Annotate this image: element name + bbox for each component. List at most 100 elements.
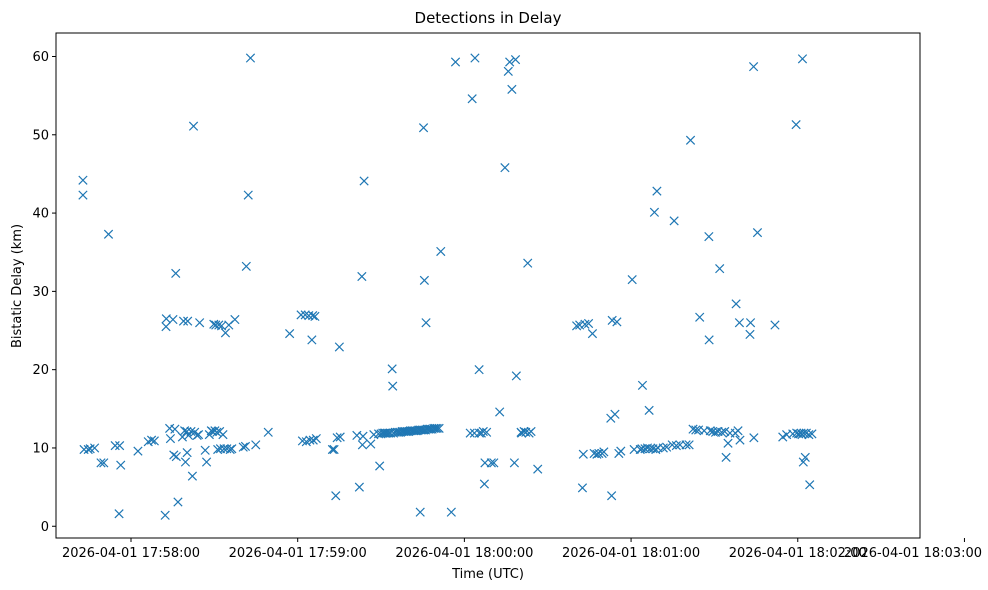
data-point-marker: [717, 427, 727, 437]
data-point-marker: [201, 457, 212, 467]
data-point-marker: [308, 311, 318, 321]
data-point-marker: [415, 507, 425, 517]
y-tick-label: 10: [32, 441, 49, 456]
data-point-marker: [731, 299, 741, 309]
data-point-marker: [329, 444, 339, 455]
data-point-marker: [807, 429, 817, 439]
data-point-marker: [114, 509, 124, 519]
data-point-marker: [509, 458, 520, 468]
data-point-marker: [171, 451, 181, 462]
y-tick-label: 60: [32, 50, 49, 65]
data-point-marker: [149, 436, 159, 446]
data-point-marker: [103, 229, 114, 239]
data-point-marker: [791, 119, 801, 130]
data-point-marker: [745, 329, 755, 340]
data-point-marker: [671, 440, 681, 451]
data-point-marker: [387, 364, 397, 374]
data-point-marker: [500, 163, 510, 173]
data-point-marker: [180, 457, 191, 467]
data-point-marker: [705, 426, 715, 436]
data-point-marker: [296, 310, 306, 320]
x-tick-label: 2026-04-01 18:03:00: [844, 546, 982, 561]
data-point-marker: [335, 432, 345, 442]
data-point-marker: [308, 435, 318, 445]
data-point-marker: [300, 310, 310, 320]
data-point-marker: [684, 440, 694, 450]
data-point-marker: [748, 62, 759, 72]
data-points: [78, 53, 817, 520]
data-point-marker: [171, 268, 181, 278]
y-tick-label: 50: [32, 128, 49, 143]
data-point-marker: [240, 441, 251, 452]
data-point-marker: [327, 444, 338, 455]
data-point-marker: [310, 311, 320, 322]
data-point-marker: [800, 452, 810, 462]
data-point-marker: [110, 440, 120, 451]
data-point-marker: [465, 428, 475, 438]
data-point-marker: [799, 428, 809, 438]
data-point-marker: [160, 510, 170, 520]
data-point-marker: [114, 440, 125, 451]
plot-area-frame: [55, 32, 921, 539]
data-point-marker: [421, 318, 431, 328]
data-point-marker: [587, 329, 598, 339]
data-point-marker: [195, 318, 205, 328]
data-point-marker: [612, 317, 622, 327]
data-point-marker: [78, 190, 88, 200]
x-tick-label: 2026-04-01 18:00:00: [395, 546, 533, 561]
data-point-marker: [418, 123, 429, 133]
data-point-marker: [770, 320, 780, 330]
data-point-marker: [478, 426, 488, 437]
data-point-marker: [146, 435, 157, 445]
data-point-marker: [165, 433, 176, 444]
data-point-marker: [610, 409, 620, 419]
data-point-marker: [735, 435, 745, 445]
data-point-marker: [432, 423, 442, 434]
data-point-marker: [241, 261, 251, 271]
data-point-marker: [723, 438, 733, 448]
data-point-marker: [669, 216, 679, 226]
data-point-marker: [170, 424, 180, 434]
data-point-marker: [507, 84, 517, 94]
data-point-marker: [713, 426, 723, 437]
y-tick-label: 0: [41, 520, 49, 535]
data-point-marker: [479, 479, 490, 489]
data-point-marker: [200, 445, 210, 455]
data-point-marker: [173, 497, 183, 507]
data-point-marker: [616, 446, 626, 456]
data-point-marker: [533, 464, 543, 474]
data-point-marker: [571, 321, 582, 331]
data-point-marker: [169, 450, 179, 460]
data-point-marker: [583, 318, 594, 329]
data-point-marker: [357, 440, 368, 450]
data-point-marker: [307, 335, 317, 345]
data-point-marker: [745, 318, 756, 328]
data-point-marker: [467, 94, 477, 104]
data-point-marker: [193, 430, 204, 440]
data-point-marker: [486, 458, 496, 468]
data-point-marker: [430, 423, 441, 434]
data-point-marker: [681, 440, 691, 450]
data-point-marker: [436, 246, 446, 257]
data-point-marker: [434, 423, 444, 434]
data-point-marker: [297, 436, 308, 446]
data-point-marker: [627, 275, 637, 285]
y-axis-label: Bistatic Delay (km): [10, 224, 25, 348]
x-axis-label: Time (UTC): [451, 567, 524, 582]
data-point-marker: [526, 426, 536, 437]
data-point-marker: [797, 54, 808, 64]
data-point-marker: [720, 426, 730, 437]
data-point-marker: [285, 329, 295, 339]
data-point-marker: [489, 458, 499, 468]
data-point-marker: [589, 448, 599, 459]
data-point-marker: [519, 426, 529, 437]
data-point-marker: [89, 443, 100, 453]
data-point-marker: [358, 431, 368, 441]
data-point-marker: [450, 57, 461, 67]
data-point-marker: [220, 328, 231, 338]
data-point-marker: [243, 190, 253, 200]
data-point-marker: [419, 275, 430, 286]
